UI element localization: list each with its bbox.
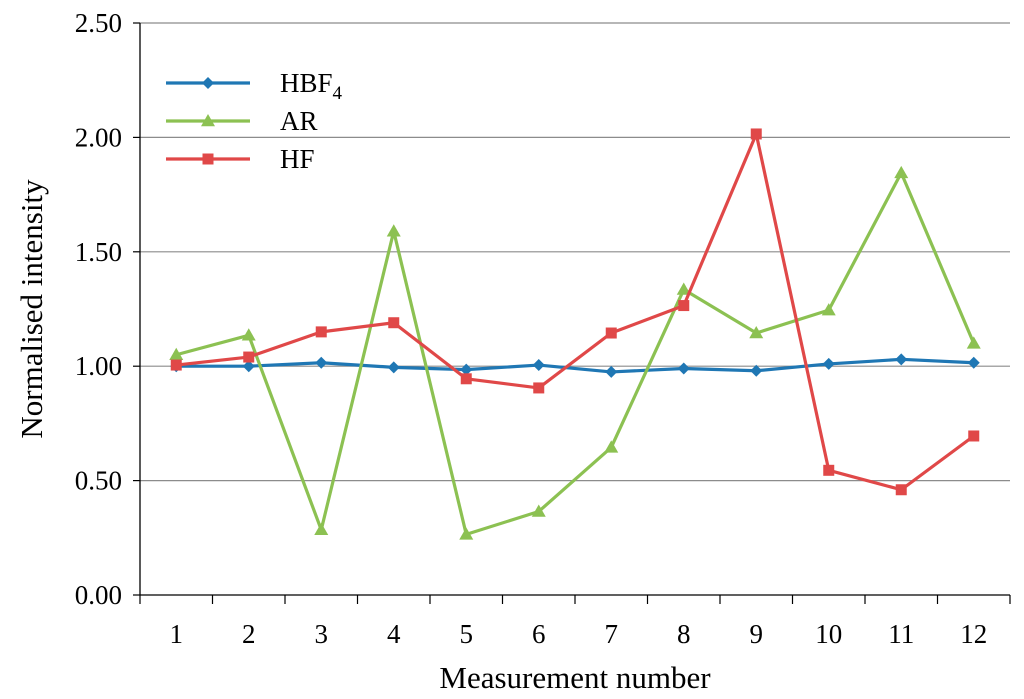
legend-marker [202,77,214,89]
data-point [315,356,328,369]
data-point [242,360,255,373]
x-axis-title: Measurement number [439,660,711,695]
x-tick-label: 9 [750,619,764,649]
axes: 0.000.501.001.502.002.501 2 3 4 5 6 7 8 9 10 11 12 [75,8,1011,649]
data-point [750,128,762,140]
x-tick-label: 2 [242,619,256,649]
data-point [894,165,909,179]
legend-label: AR [280,106,318,136]
series-hf [170,128,980,496]
legend-label: HBF4 [280,68,343,104]
data-point [459,527,474,540]
data-point [605,365,618,378]
x-tick-label: 12 [960,619,987,649]
series-line [176,132,975,492]
y-tick-label: 0.50 [75,466,122,496]
x-tick-label: 10 [815,619,842,649]
series-ar [169,165,981,540]
x-tick-label: 4 [387,619,401,649]
data-point [460,363,473,376]
data-point [822,357,835,370]
data-point [533,382,545,394]
data-point [388,317,400,329]
series-line [175,171,976,536]
data-point [677,362,690,375]
data-point [676,282,691,295]
legend-marker [201,114,215,127]
data-point [749,326,764,339]
series-line [176,357,974,374]
data-point [605,327,617,339]
data-point [314,522,329,536]
data-point [966,336,981,349]
y-tick-label: 2.00 [75,122,122,152]
gridlines [140,22,1010,482]
legend-item: HF [166,144,315,174]
data-point [678,300,690,312]
y-tick-label: 2.50 [75,8,122,38]
data-point [243,351,255,363]
legend-marker [202,153,214,165]
data-point [750,364,763,377]
data-point [170,359,182,371]
data-point [531,504,546,517]
series-hbf [170,353,980,378]
data-point [821,303,836,316]
x-tick-label: 6 [532,619,546,649]
data-point [604,440,619,453]
legend-item: AR [166,106,318,136]
x-tick-label: 1 [170,619,184,649]
data-point [968,430,980,442]
data-point [823,464,835,476]
data-point [532,359,545,372]
x-tick-label: 3 [315,619,329,649]
x-tick-label: 8 [677,619,691,649]
legend-item: HBF4 [166,68,343,104]
x-tick-label: 7 [605,619,619,649]
x-tick-label: 5 [460,619,474,649]
data-point [387,361,400,374]
y-tick-label: 0.00 [75,580,122,610]
y-axis-title: Normalised intensity [14,179,49,439]
data-point [967,356,980,369]
data-point [241,328,256,341]
data-point [169,347,184,361]
data-point [315,326,327,338]
series-group [169,128,981,540]
data-point [895,353,908,366]
x-tick-label: 11 [888,619,914,649]
data-point [386,224,401,237]
data-point [895,484,907,496]
legend-label: HF [280,144,315,174]
y-tick-label: 1.50 [75,237,122,267]
y-tick-label: 1.00 [75,351,122,381]
data-point [460,373,472,385]
